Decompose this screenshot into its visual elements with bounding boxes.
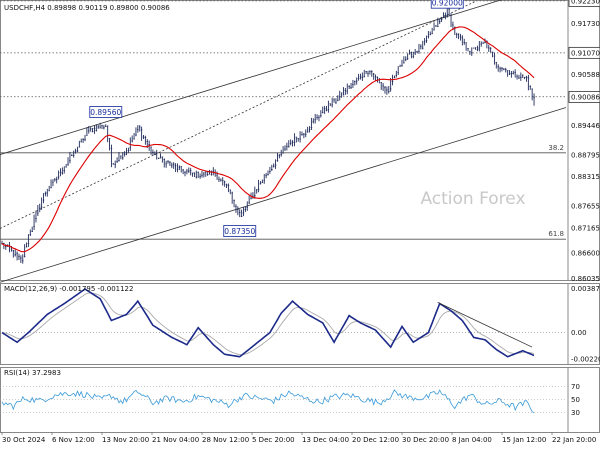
time-tick-label: 15 Jan 12:00	[502, 436, 546, 444]
price-tick-highlight	[568, 0, 600, 7]
macd-tick-label: 0.00	[571, 329, 587, 337]
price-tick-label: 0.92230	[571, 0, 600, 5]
channel-upper-line	[0, 0, 503, 155]
price-tick-highlight	[568, 91, 600, 103]
time-tick-label: 6 Nov 12:00	[52, 436, 95, 444]
macd-trendline	[437, 301, 533, 348]
time-tick-label: 30 Dec 20:00	[402, 436, 449, 444]
rsi-line	[1, 389, 535, 414]
watermark: Action Forex	[420, 189, 525, 209]
price-label-box	[223, 225, 257, 237]
rsi-title: RSI(14) 37.2983	[4, 369, 61, 377]
time-tick-label: 13 Dec 04:00	[302, 436, 349, 444]
price-tick-label: 0.91070	[571, 49, 600, 57]
rsi-pane-frame	[0, 367, 600, 433]
price-tick-label: 0.91730	[571, 20, 600, 28]
time-tick-label: 20 Dec 12:00	[352, 436, 399, 444]
time-tick-label: 8 Jan 04:00	[452, 436, 492, 444]
main-chart-title: USDCHF,H4 0.89898 0.90119 0.89800 0.9008…	[4, 4, 170, 12]
price-label: 0.92000	[432, 0, 463, 8]
fib-level-label: 38.2	[548, 144, 564, 152]
time-tick-label: 13 Nov 20:00	[102, 436, 149, 444]
time-tick-label: 28 Nov 12:00	[202, 436, 249, 444]
channel-mid-line	[0, 0, 476, 229]
price-label: 0.89560	[90, 108, 121, 117]
time-tick-label: 22 Jan 20:00	[552, 436, 596, 444]
fib-level-label: 61.8	[548, 230, 564, 238]
moving-average-line	[1, 26, 535, 253]
price-tick-label: 0.90086	[571, 93, 600, 101]
price-tick-label: 0.86035	[571, 275, 600, 283]
price-label-box	[430, 0, 464, 9]
price-tick-label: 0.88315	[571, 173, 600, 181]
rsi-tick-label: 30	[571, 409, 580, 417]
price-tick-highlight	[568, 46, 600, 59]
price-tick-label: 0.90588	[571, 71, 600, 79]
time-tick-label: 21 Nov 04:00	[152, 436, 199, 444]
time-tick-label: 30 Oct 2024	[2, 436, 46, 444]
macd-signal-line	[1, 292, 535, 356]
macd-line	[1, 288, 535, 358]
price-tick-label: 0.86600	[571, 250, 600, 258]
price-label-box	[89, 106, 123, 118]
rsi-tick-label: 70	[571, 383, 580, 391]
macd-tick-label: -0.002201	[571, 356, 600, 364]
price-tick-label: 0.87655	[571, 202, 600, 210]
price-tick-label: 0.88795	[571, 151, 600, 159]
time-tick-label: 5 Dec 20:00	[252, 436, 295, 444]
candles	[1, 6, 535, 264]
channel-lower-line	[0, 107, 567, 283]
macd-tick-label: 0.003873	[571, 285, 600, 293]
macd-title: MACD(12,26,9) -0.001795 -0.001122	[4, 285, 133, 293]
price-tick-label: 0.87165	[571, 224, 600, 232]
price-label: 0.87350	[224, 227, 255, 236]
rsi-tick-label: 50	[571, 396, 580, 404]
price-tick-label: 0.89446	[571, 122, 600, 130]
